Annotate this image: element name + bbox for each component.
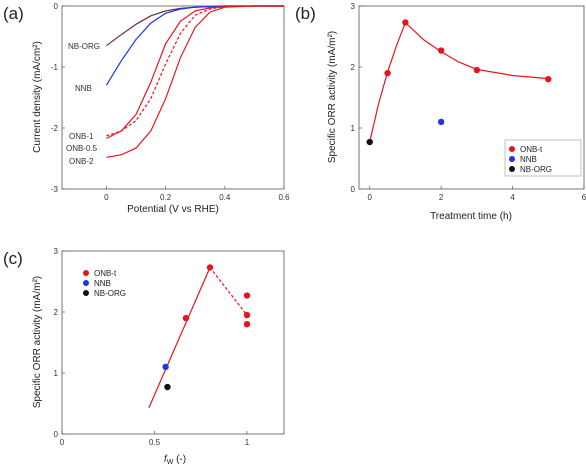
label-onb-2: ONB-2 [69,157,94,166]
panel-b-ylabel: Specific ORR activity (mA/m²) [327,31,338,163]
panel-a-frame [61,5,285,190]
y-tick-label: 3 [54,247,59,256]
legend-box [504,139,582,177]
panel-c-frame [61,250,285,435]
y-tick-label: 0 [54,2,59,11]
panel-c-xlabel-main: f [164,454,168,465]
legend-marker [83,270,89,276]
x-tick-label: 0.2 [160,193,172,202]
data-point [402,19,409,26]
fit-curve [369,21,549,143]
legend-marker [509,146,515,152]
series-line [105,5,284,86]
x-tick-label: 0 [367,193,372,202]
panel-a-ticks: 0 0.2 0.4 0.6 0 -1 -2 -3 [51,2,290,202]
panel-a-series [105,5,284,158]
panel-c-label: (c) [3,249,23,268]
panel-c-xlabel: fW (-) [164,454,186,465]
panel-c-xlabel-sub: W [167,459,174,465]
panel-b-frame [358,5,585,190]
data-point [243,311,251,319]
data-point [182,314,190,322]
y-tick-label: 0 [351,185,356,194]
legend-entry: ONB-t [520,145,543,154]
panel-b-ticks: 0 2 4 6 0 1 2 3 [351,2,586,202]
data-point [437,47,445,54]
legend-entry: NB-ORG [520,165,552,174]
legend-entry: NNB [94,279,111,288]
panel-c-xlabel-tail: (-) [173,454,186,465]
legend-marker [83,290,89,296]
panel-b-series [366,19,552,146]
data-point [473,66,481,74]
x-tick-label: 1 [245,438,250,447]
data-point [437,118,445,126]
x-tick-label: 2 [439,193,444,202]
y-tick-label: -2 [51,124,59,133]
data-point [164,383,171,391]
x-tick-label: 0.5 [149,438,161,447]
series-line [106,5,284,47]
data-point [162,363,169,371]
panel-a: (a) 0 0.2 0.4 0.6 0 -1 -2 -3 NB-ORG NNB ONB-1 O… [3,2,290,215]
label-nb-org: NB-ORG [68,42,100,51]
x-tick-label: 6 [582,193,586,202]
label-onb-1: ONB-1 [69,132,94,141]
legend-entry: ONB-t [94,269,117,278]
x-tick-label: 4 [510,193,515,202]
y-tick-label: 2 [351,63,356,72]
legend-marker [509,166,515,172]
label-nnb: NNB [75,84,92,93]
panel-c-series [148,264,251,409]
series-line [106,5,284,158]
panel-b-label: (b) [295,4,316,23]
x-tick-label: 0 [104,193,109,202]
x-tick-label: 0.4 [219,193,231,202]
panel-b-xlabel: Treatment time (h) [430,211,512,222]
panel-c-ticks: 0 0.5 1 0 1 2 3 [54,247,250,447]
legend-entry: NB-ORG [94,289,126,298]
legend-marker [509,156,515,162]
panel-c-ylabel: Specific ORR activity (mA/m²) [32,276,43,408]
data-point [206,264,214,271]
y-tick-label: -3 [51,185,59,194]
legend-marker [83,280,89,286]
y-tick-label: 1 [54,369,59,378]
data-point [384,69,391,77]
panel-a-ylabel: Current density (mA/cm²) [32,41,43,153]
panel-a-xlabel: Potential (V vs RHE) [127,204,219,215]
trend-line [148,267,211,409]
y-tick-label: 1 [351,124,356,133]
legend-entry: NNB [520,155,537,164]
x-tick-label: 0 [60,438,65,447]
data-point [545,76,552,83]
data-point [243,321,251,328]
y-tick-label: 3 [351,2,356,11]
trend-line-dashed [209,267,248,316]
label-onb-0.5: ONB-0.5 [66,144,98,153]
panel-a-label: (a) [3,4,24,23]
y-tick-label: 0 [54,430,59,439]
y-tick-label: -1 [51,63,59,72]
x-tick-label: 0.6 [278,193,290,202]
series-line [106,5,284,137]
y-tick-label: 2 [54,308,59,317]
data-point [366,138,373,146]
data-point [243,292,251,299]
